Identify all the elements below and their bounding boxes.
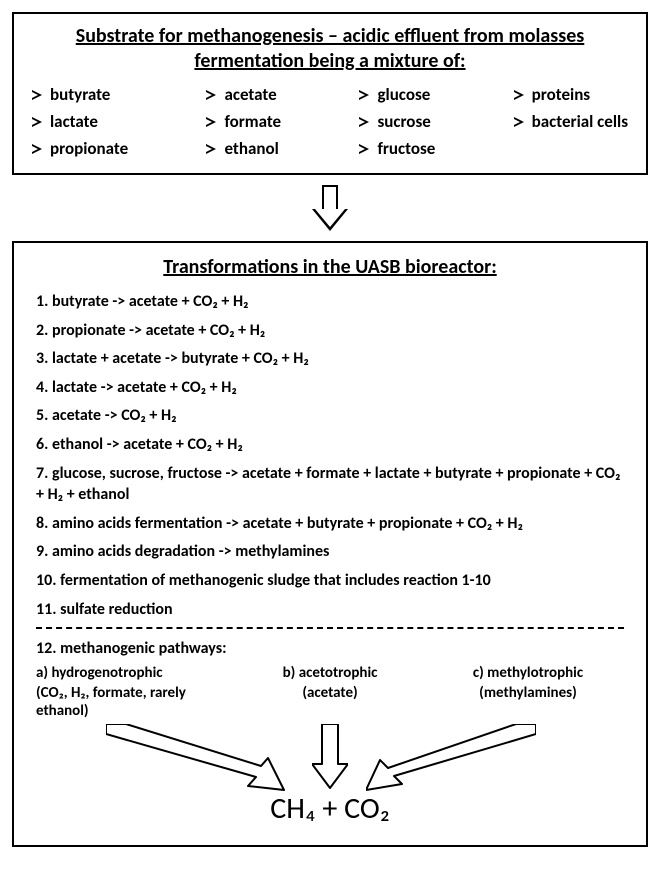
bullet-item: lactate	[32, 111, 128, 132]
pathway-label: c) methylotrophic	[432, 664, 624, 682]
bullet-label: proteins	[532, 84, 590, 105]
transformation-item: 6. ethanol -> acetate + CO₂ + H₂	[36, 434, 624, 456]
bullet-label: glucose	[377, 84, 430, 105]
transformation-item: 5. acetate -> CO₂ + H₂	[36, 405, 624, 427]
chevron-icon	[32, 144, 42, 154]
down-arrow-icon	[316, 185, 344, 233]
transformation-item: 1. butyrate -> acetate + CO₂ + H₂	[36, 291, 624, 313]
chevron-icon	[32, 117, 42, 127]
bullet-label: fructose	[377, 138, 435, 159]
down-arrow-wrap	[12, 185, 648, 233]
bullet-item: propionate	[32, 138, 128, 159]
transformation-item: 4. lactate -> acetate + CO₂ + H₂	[36, 377, 624, 399]
pathway-a: a) hydrogenotrophic (CO₂, H₂, formate, r…	[36, 664, 228, 720]
chevron-icon	[206, 117, 216, 127]
bullet-item: sucrose	[359, 111, 435, 132]
pathway-arrows	[36, 724, 624, 792]
arrow-c-icon	[366, 724, 536, 794]
chevron-icon	[359, 144, 369, 154]
chevron-icon	[32, 90, 42, 100]
chevron-icon	[514, 117, 524, 127]
bullet-item: ethanol	[206, 138, 281, 159]
transformation-item: 10. fermentation of methanogenic sludge …	[36, 570, 624, 592]
bullet-label: bacterial cells	[532, 111, 628, 132]
transformations-title: Transformations in the UASB bioreactor:	[36, 255, 624, 279]
arrow-a-icon	[106, 724, 286, 794]
substrate-bullets: butyrate lactate propionate acetate form…	[32, 84, 628, 159]
final-products: CH₄ + CO₂	[36, 790, 624, 827]
bullet-label: propionate	[50, 138, 128, 159]
chevron-icon	[514, 90, 524, 100]
bullet-label: formate	[224, 111, 281, 132]
substrate-box: Substrate for methanogenesis – acidic ef…	[12, 12, 648, 175]
pathway-b: b) acetotrophic (acetate)	[234, 664, 426, 720]
arrow-b-icon	[312, 724, 348, 790]
substrate-col-3: glucose sucrose fructose	[359, 84, 435, 159]
pathway-c: c) methylotrophic (methylamines)	[432, 664, 624, 720]
bullet-item: butyrate	[32, 84, 128, 105]
bullet-label: acetate	[224, 84, 276, 105]
transformations-list: 1. butyrate -> acetate + CO₂ + H₂ 2. pro…	[36, 291, 624, 620]
transformation-item: 9. amino acids degradation -> methylamin…	[36, 541, 624, 563]
bullet-label: ethanol	[224, 138, 278, 159]
chevron-icon	[359, 117, 369, 127]
chevron-icon	[359, 90, 369, 100]
chevron-icon	[206, 90, 216, 100]
bullet-item: bacterial cells	[514, 111, 628, 132]
pathways-title: 12. methanogenic pathways:	[36, 639, 624, 658]
bullet-item: proteins	[514, 84, 628, 105]
substrate-title: Substrate for methanogenesis – acidic ef…	[32, 24, 628, 74]
bullet-item: glucose	[359, 84, 435, 105]
pathway-sub: (methylamines)	[432, 684, 624, 702]
bullet-item: formate	[206, 111, 281, 132]
bullet-item: fructose	[359, 138, 435, 159]
transformation-item: 8. amino acids fermentation -> acetate +…	[36, 513, 624, 535]
pathway-label: b) acetotrophic	[234, 664, 426, 682]
chevron-icon	[206, 144, 216, 154]
bullet-label: lactate	[50, 111, 98, 132]
dashed-divider	[36, 627, 624, 629]
substrate-col-4: proteins bacterial cells	[514, 84, 628, 159]
pathway-label: a) hydrogenotrophic	[36, 664, 228, 682]
pathways-row: a) hydrogenotrophic (CO₂, H₂, formate, r…	[36, 664, 624, 720]
bullet-item: acetate	[206, 84, 281, 105]
pathway-sub: (CO₂, H₂, formate, rarely ethanol)	[36, 684, 228, 720]
transformation-item: 7. glucose, sucrose, fructose -> acetate…	[36, 463, 624, 506]
transformations-box: Transformations in the UASB bioreactor: …	[12, 241, 648, 847]
substrate-col-2: acetate formate ethanol	[206, 84, 281, 159]
transformation-item: 11. sulfate reduction	[36, 599, 624, 621]
pathway-sub: (acetate)	[234, 684, 426, 702]
transformation-item: 2. propionate -> acetate + CO₂ + H₂	[36, 320, 624, 342]
bullet-label: butyrate	[50, 84, 110, 105]
substrate-col-1: butyrate lactate propionate	[32, 84, 128, 159]
transformation-item: 3. lactate + acetate -> butyrate + CO₂ +…	[36, 348, 624, 370]
bullet-label: sucrose	[377, 111, 430, 132]
